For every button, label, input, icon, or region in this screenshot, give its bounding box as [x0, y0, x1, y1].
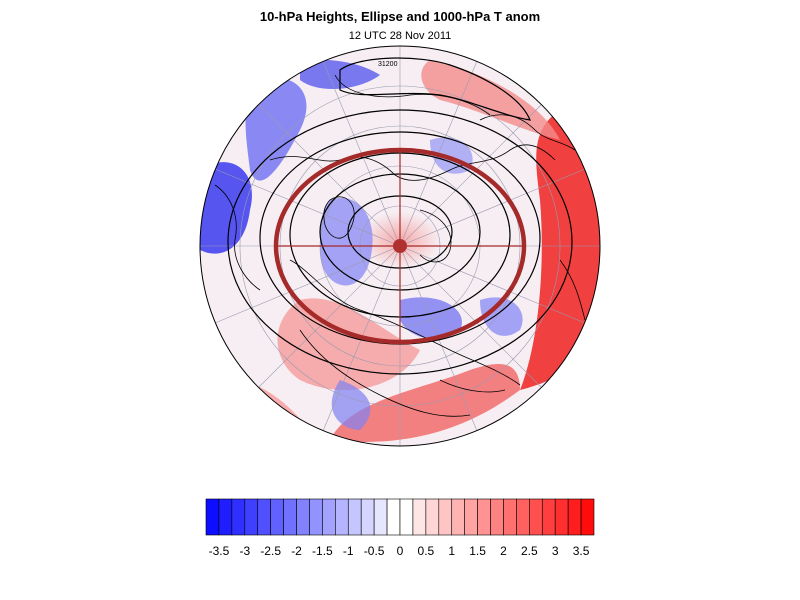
colorbar-box: [529, 498, 543, 536]
colorbar-box: [580, 498, 595, 536]
colorbar-tick-label: 0: [397, 544, 404, 558]
colorbar-box: [283, 498, 297, 536]
colorbar-box: [335, 498, 349, 536]
colorbar-box: [296, 498, 310, 536]
colorbar-box: [464, 498, 478, 536]
colorbar-box: [309, 498, 323, 536]
colorbar-tick-label: -2: [291, 544, 302, 558]
colorbar-box: [541, 498, 556, 536]
colorbar-labels: -3.5 -3 -2.5 -2 -1.5 -1 -0.5 0 0.5 1 1.5 2 2.5 3 3.5: [209, 544, 590, 558]
colorbar-tick-label: -2.5: [260, 544, 281, 558]
colorbar-tick-label: 3.5: [573, 544, 590, 558]
colorbar-box: [218, 498, 233, 536]
colorbar-box: [205, 498, 220, 536]
warm-anomaly-south: [330, 364, 520, 442]
colorbar-box: [373, 498, 388, 536]
vortex-ellipse: [273, 147, 527, 345]
colorbar-tick-label: -1.5: [312, 544, 333, 558]
colorbar-box: [503, 498, 517, 536]
colorbar-box: [360, 498, 375, 536]
colorbar-box: [567, 498, 582, 536]
map-title: 10-hPa Heights, Ellipse and 1000-hPa T a…: [259, 9, 541, 24]
colorbar-tick-label: 2.5: [521, 544, 538, 558]
colorbar-box: [386, 498, 401, 536]
colorbar-box: [438, 498, 453, 536]
colorbar-tick-label: 3: [552, 544, 559, 558]
colorbar-tick-label: 2: [500, 544, 507, 558]
colorbar-box: [516, 498, 530, 536]
cold-anomaly-west: [200, 162, 252, 254]
colorbar-box: [347, 498, 362, 536]
map-subtitle: 12 UTC 28 Nov 2011: [348, 30, 452, 42]
colorbar-box: [399, 498, 414, 536]
colorbar-box: [257, 498, 271, 536]
cold-anomaly-south-west: [331, 380, 371, 430]
colorbar-box: [412, 498, 427, 536]
colorbar-box: [244, 498, 259, 536]
colorbar-tick-label: 1: [448, 544, 455, 558]
colorbar-box: [490, 498, 504, 536]
globe-outline: [199, 45, 601, 447]
colorbar-tick-label: -0.5: [364, 544, 385, 558]
contour-label: 31200: [378, 61, 398, 68]
colorbar-box: [425, 498, 440, 536]
warm-anomaly-north: [421, 60, 560, 140]
colorbar-tick-label: 1.5: [469, 544, 486, 558]
colorbar-box: [322, 498, 336, 536]
colorbar-tick-label: -3: [239, 544, 250, 558]
cold-anomaly-southeast: [480, 297, 523, 336]
warm-anomaly-east: [520, 110, 600, 390]
colorbar-tick-label: -3.5: [209, 544, 230, 558]
cold-anomaly-south-center: [400, 297, 462, 339]
colorbar-box: [554, 498, 569, 536]
colorbar-box: [270, 498, 284, 536]
colorbar-tick-label: -1: [343, 544, 354, 558]
colorbar-box: [451, 498, 465, 536]
colorbar-tick-label: 0.5: [418, 544, 435, 558]
colorbar-box: [477, 498, 491, 536]
cold-anomaly-northwest: [245, 77, 307, 181]
colorbar-boxes: [205, 498, 595, 536]
colorbar-box: [231, 498, 246, 536]
